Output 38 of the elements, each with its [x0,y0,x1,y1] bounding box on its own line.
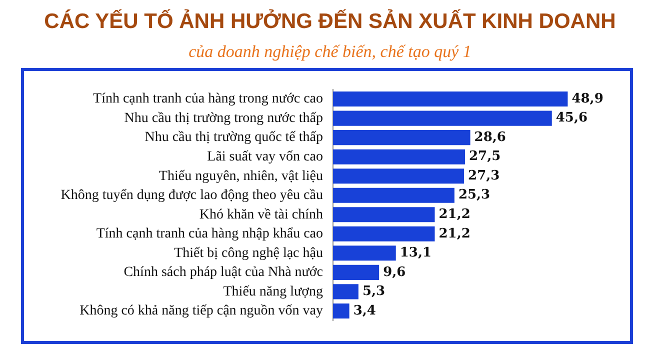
y-tick-label: Thiết bị công nghệ lạc hậu [174,246,323,261]
chart-title: CÁC YẾU TỐ ẢNH HƯỞNG ĐẾN SẢN XUẤT KINH DOANH [43,10,617,34]
bar [333,188,454,203]
y-tick-label: Thiếu nguyên, nhiên, vật liệu [158,168,323,184]
bar [333,110,552,126]
bar [333,130,470,146]
data-label: 27,3 [468,168,500,184]
bar [333,149,465,164]
bar [333,226,435,242]
data-label: 28,6 [474,130,506,145]
bar [333,264,380,280]
bar [333,303,350,318]
data-label: 48,9 [572,91,604,106]
y-tick-label: Thiếu năng lượng [223,284,323,300]
data-label: 45,6 [556,110,588,126]
y-tick-label: Nhu cầu thị trường trong nước thấp [124,110,323,126]
bar [333,284,358,300]
data-label: 21,2 [438,207,470,222]
data-label: 13,1 [400,246,432,261]
chart-subtitle: của doanh nghiệp chế biến, chế tạo quý 1 [188,42,472,62]
bar [333,168,464,184]
y-tick-label: Không tuyển dụng được lao động theo yêu cầu [60,188,323,204]
y-tick-label: Lãi suất vay vốn cao [207,150,323,165]
data-label: 25,3 [458,188,490,203]
bar [333,92,568,107]
data-label: 9,6 [383,264,406,280]
data-label: 3,4 [353,303,376,318]
bar [333,207,435,222]
data-label: 5,3 [362,284,386,300]
bar [333,246,396,261]
y-tick-label: Chính sách pháp luật của Nhà nước [124,265,323,280]
y-tick-label: Tính cạnh tranh của hàng trong nước cao [93,92,323,107]
y-tick-label: Tính cạnh tranh của hàng nhập khẩu cao [96,226,323,242]
data-label: 27,5 [469,149,501,164]
data-label: 21,2 [438,226,470,242]
y-tick-label: Nhu cầu thị trường quốc tế thấp [144,130,323,146]
y-tick-label: Khó khăn về tài chính [199,207,323,222]
y-tick-label: Không có khả năng tiếp cận nguồn vốn vay [80,304,323,319]
